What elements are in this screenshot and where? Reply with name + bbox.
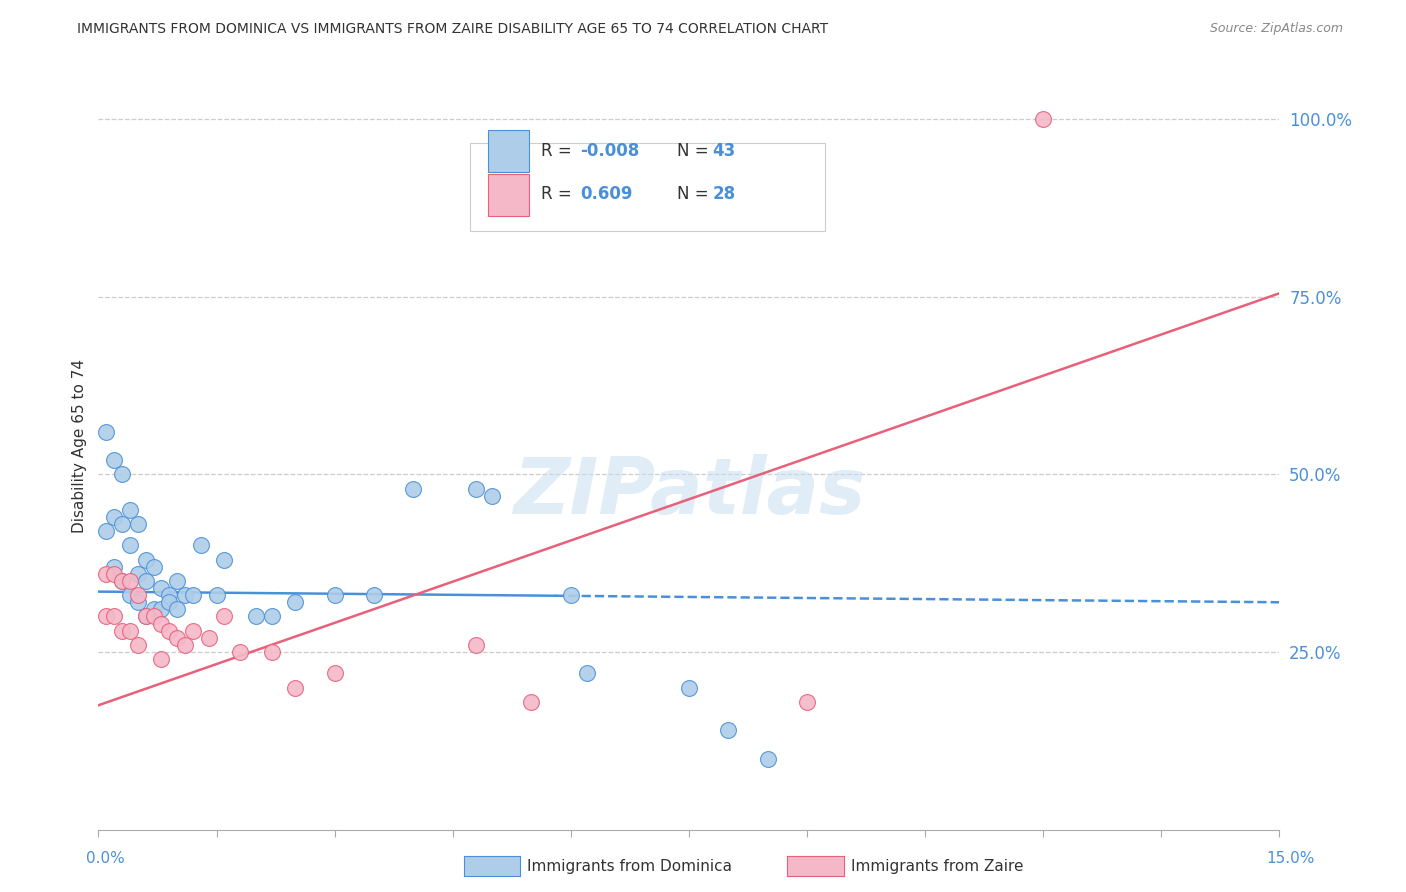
Point — [127, 595, 149, 609]
Point — [103, 609, 125, 624]
Point — [150, 581, 173, 595]
Point — [118, 538, 141, 552]
Point — [520, 695, 543, 709]
Point — [481, 489, 503, 503]
Point — [96, 425, 118, 439]
Point — [118, 503, 141, 517]
Point — [127, 588, 149, 602]
Point — [214, 609, 236, 624]
Point — [402, 482, 425, 496]
Point — [575, 666, 598, 681]
Point — [323, 588, 346, 602]
Text: ZIPatlas: ZIPatlas — [513, 454, 865, 530]
Point — [157, 588, 180, 602]
Point — [678, 681, 700, 695]
Point — [103, 510, 125, 524]
Point — [756, 751, 779, 765]
Point — [174, 638, 197, 652]
Point — [96, 566, 118, 581]
Point — [166, 602, 188, 616]
Point — [118, 574, 141, 588]
Point — [229, 645, 252, 659]
Text: 28: 28 — [713, 186, 735, 203]
Point — [118, 588, 141, 602]
Text: Source: ZipAtlas.com: Source: ZipAtlas.com — [1209, 22, 1343, 36]
Text: 0.609: 0.609 — [581, 186, 633, 203]
Y-axis label: Disability Age 65 to 74: Disability Age 65 to 74 — [72, 359, 87, 533]
Point — [1032, 112, 1054, 127]
Point — [135, 574, 157, 588]
Text: IMMIGRANTS FROM DOMINICA VS IMMIGRANTS FROM ZAIRE DISABILITY AGE 65 TO 74 CORREL: IMMIGRANTS FROM DOMINICA VS IMMIGRANTS F… — [77, 22, 828, 37]
Text: R =: R = — [541, 186, 578, 203]
Point — [260, 609, 283, 624]
Text: N =: N = — [678, 186, 714, 203]
Point — [96, 609, 118, 624]
Point — [150, 602, 173, 616]
Point — [135, 609, 157, 624]
Text: 15.0%: 15.0% — [1267, 852, 1315, 866]
Bar — [488, 130, 530, 172]
Point — [717, 723, 740, 738]
Point — [465, 638, 488, 652]
Point — [103, 566, 125, 581]
Point — [796, 695, 818, 709]
Point — [111, 467, 134, 482]
Point — [118, 624, 141, 638]
Point — [150, 616, 173, 631]
Text: 0.0%: 0.0% — [86, 852, 125, 866]
Point — [135, 552, 157, 566]
Text: 43: 43 — [713, 142, 735, 160]
Point — [103, 559, 125, 574]
Point — [560, 588, 582, 602]
Point — [135, 609, 157, 624]
Point — [363, 588, 385, 602]
Point — [127, 566, 149, 581]
Point — [214, 552, 236, 566]
Point — [166, 631, 188, 645]
Point — [166, 574, 188, 588]
FancyBboxPatch shape — [471, 143, 825, 231]
Text: -0.008: -0.008 — [581, 142, 640, 160]
Point — [142, 602, 165, 616]
Point — [150, 652, 173, 666]
Text: N =: N = — [678, 142, 714, 160]
Point — [142, 559, 165, 574]
Point — [245, 609, 267, 624]
Point — [284, 595, 307, 609]
Point — [142, 609, 165, 624]
Point — [284, 681, 307, 695]
Point — [157, 624, 180, 638]
Point — [190, 538, 212, 552]
Point — [174, 588, 197, 602]
Point — [127, 638, 149, 652]
Point — [111, 574, 134, 588]
Point — [127, 517, 149, 532]
Point — [197, 631, 219, 645]
Text: R =: R = — [541, 142, 578, 160]
Point — [96, 524, 118, 539]
Text: Immigrants from Zaire: Immigrants from Zaire — [851, 859, 1024, 873]
Point — [103, 453, 125, 467]
Text: Immigrants from Dominica: Immigrants from Dominica — [527, 859, 733, 873]
Point — [260, 645, 283, 659]
Point — [111, 517, 134, 532]
Point — [465, 482, 488, 496]
Point — [111, 624, 134, 638]
Point — [111, 574, 134, 588]
Point — [181, 624, 204, 638]
Point — [205, 588, 228, 602]
Bar — [488, 174, 530, 216]
Point — [157, 595, 180, 609]
Point — [181, 588, 204, 602]
Point — [323, 666, 346, 681]
